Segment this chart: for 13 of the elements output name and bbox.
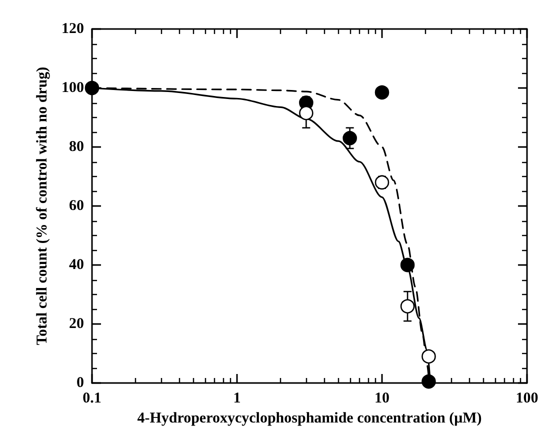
- y-tick-label: 40: [69, 257, 84, 273]
- y-tick-label: 0: [76, 375, 84, 391]
- y-tick-label: 20: [69, 316, 84, 332]
- y-tick-label: 60: [69, 198, 84, 214]
- x-tick-label: 10: [374, 390, 390, 406]
- x-tick-label: 100: [516, 390, 538, 406]
- y-tick-label: 120: [62, 21, 84, 37]
- x-tick-label: 0.1: [82, 390, 102, 406]
- x-tick-label: 1: [233, 390, 241, 406]
- y-tick-label: 80: [69, 139, 84, 155]
- x-axis-title: 4-Hydroperoxycyclophosphamide concentration (μM): [137, 410, 482, 426]
- y-axis-title: Total cell count (% of control with no drug): [34, 66, 50, 346]
- y-tick-label: 100: [62, 80, 84, 96]
